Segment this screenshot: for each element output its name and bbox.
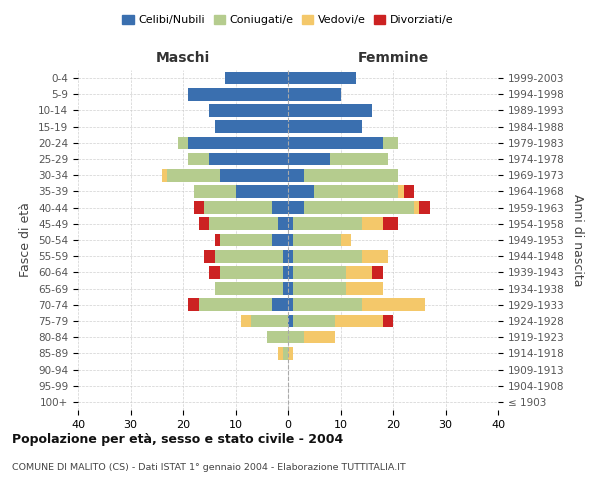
Bar [220, 169, 288, 181]
Bar [215, 250, 283, 262]
Bar [272, 234, 288, 246]
Bar [361, 218, 383, 230]
Bar [167, 169, 220, 181]
Bar [361, 250, 388, 262]
Bar [330, 152, 388, 166]
Y-axis label: Anni di nascita: Anni di nascita [571, 194, 584, 286]
Bar [293, 234, 341, 246]
Bar [288, 136, 383, 149]
Bar [414, 202, 419, 214]
Bar [346, 266, 372, 278]
Bar [288, 120, 361, 133]
Bar [225, 72, 288, 85]
Bar [288, 234, 293, 246]
Text: COMUNE DI MALITO (CS) - Dati ISTAT 1° gennaio 2004 - Elaborazione TUTTITALIA.IT: COMUNE DI MALITO (CS) - Dati ISTAT 1° ge… [12, 462, 406, 471]
Bar [215, 120, 288, 133]
Bar [293, 250, 361, 262]
Bar [220, 266, 283, 278]
Text: Maschi: Maschi [156, 51, 210, 65]
Bar [383, 314, 393, 328]
Bar [283, 266, 288, 278]
Bar [193, 185, 235, 198]
Bar [215, 234, 220, 246]
Bar [404, 185, 414, 198]
Bar [288, 185, 314, 198]
Bar [277, 347, 283, 360]
Bar [288, 250, 293, 262]
Bar [209, 218, 277, 230]
Bar [288, 282, 293, 295]
Bar [293, 314, 335, 328]
Bar [199, 298, 272, 311]
Bar [162, 169, 167, 181]
Bar [288, 72, 356, 85]
Bar [241, 314, 251, 328]
Text: Popolazione per età, sesso e stato civile - 2004: Popolazione per età, sesso e stato civil… [12, 432, 343, 446]
Bar [251, 314, 288, 328]
Bar [372, 266, 383, 278]
Bar [346, 282, 383, 295]
Bar [283, 282, 288, 295]
Bar [209, 152, 288, 166]
Bar [288, 266, 293, 278]
Bar [215, 282, 283, 295]
Bar [204, 250, 215, 262]
Bar [204, 202, 272, 214]
Bar [188, 136, 288, 149]
Bar [288, 169, 304, 181]
Bar [272, 202, 288, 214]
Bar [293, 218, 361, 230]
Bar [288, 331, 304, 344]
Bar [193, 202, 204, 214]
Bar [178, 136, 188, 149]
Bar [288, 88, 341, 101]
Bar [304, 202, 414, 214]
Bar [272, 298, 288, 311]
Y-axis label: Fasce di età: Fasce di età [19, 202, 32, 278]
Bar [383, 136, 398, 149]
Bar [235, 185, 288, 198]
Bar [293, 298, 361, 311]
Bar [188, 152, 209, 166]
Text: Femmine: Femmine [358, 51, 428, 65]
Bar [288, 298, 293, 311]
Bar [288, 202, 304, 214]
Bar [419, 202, 430, 214]
Bar [304, 331, 335, 344]
Bar [288, 104, 372, 117]
Bar [288, 347, 293, 360]
Bar [341, 234, 351, 246]
Bar [293, 282, 346, 295]
Bar [293, 266, 346, 278]
Bar [277, 218, 288, 230]
Bar [220, 234, 272, 246]
Bar [283, 347, 288, 360]
Bar [361, 298, 425, 311]
Bar [288, 218, 293, 230]
Bar [288, 152, 330, 166]
Bar [267, 331, 288, 344]
Bar [199, 218, 209, 230]
Bar [283, 250, 288, 262]
Bar [209, 266, 220, 278]
Bar [398, 185, 404, 198]
Bar [209, 104, 288, 117]
Bar [383, 218, 398, 230]
Bar [188, 298, 199, 311]
Legend: Celibi/Nubili, Coniugati/e, Vedovi/e, Divorziati/e: Celibi/Nubili, Coniugati/e, Vedovi/e, Di… [118, 10, 458, 30]
Bar [335, 314, 383, 328]
Bar [188, 88, 288, 101]
Bar [288, 314, 293, 328]
Bar [304, 169, 398, 181]
Bar [314, 185, 398, 198]
